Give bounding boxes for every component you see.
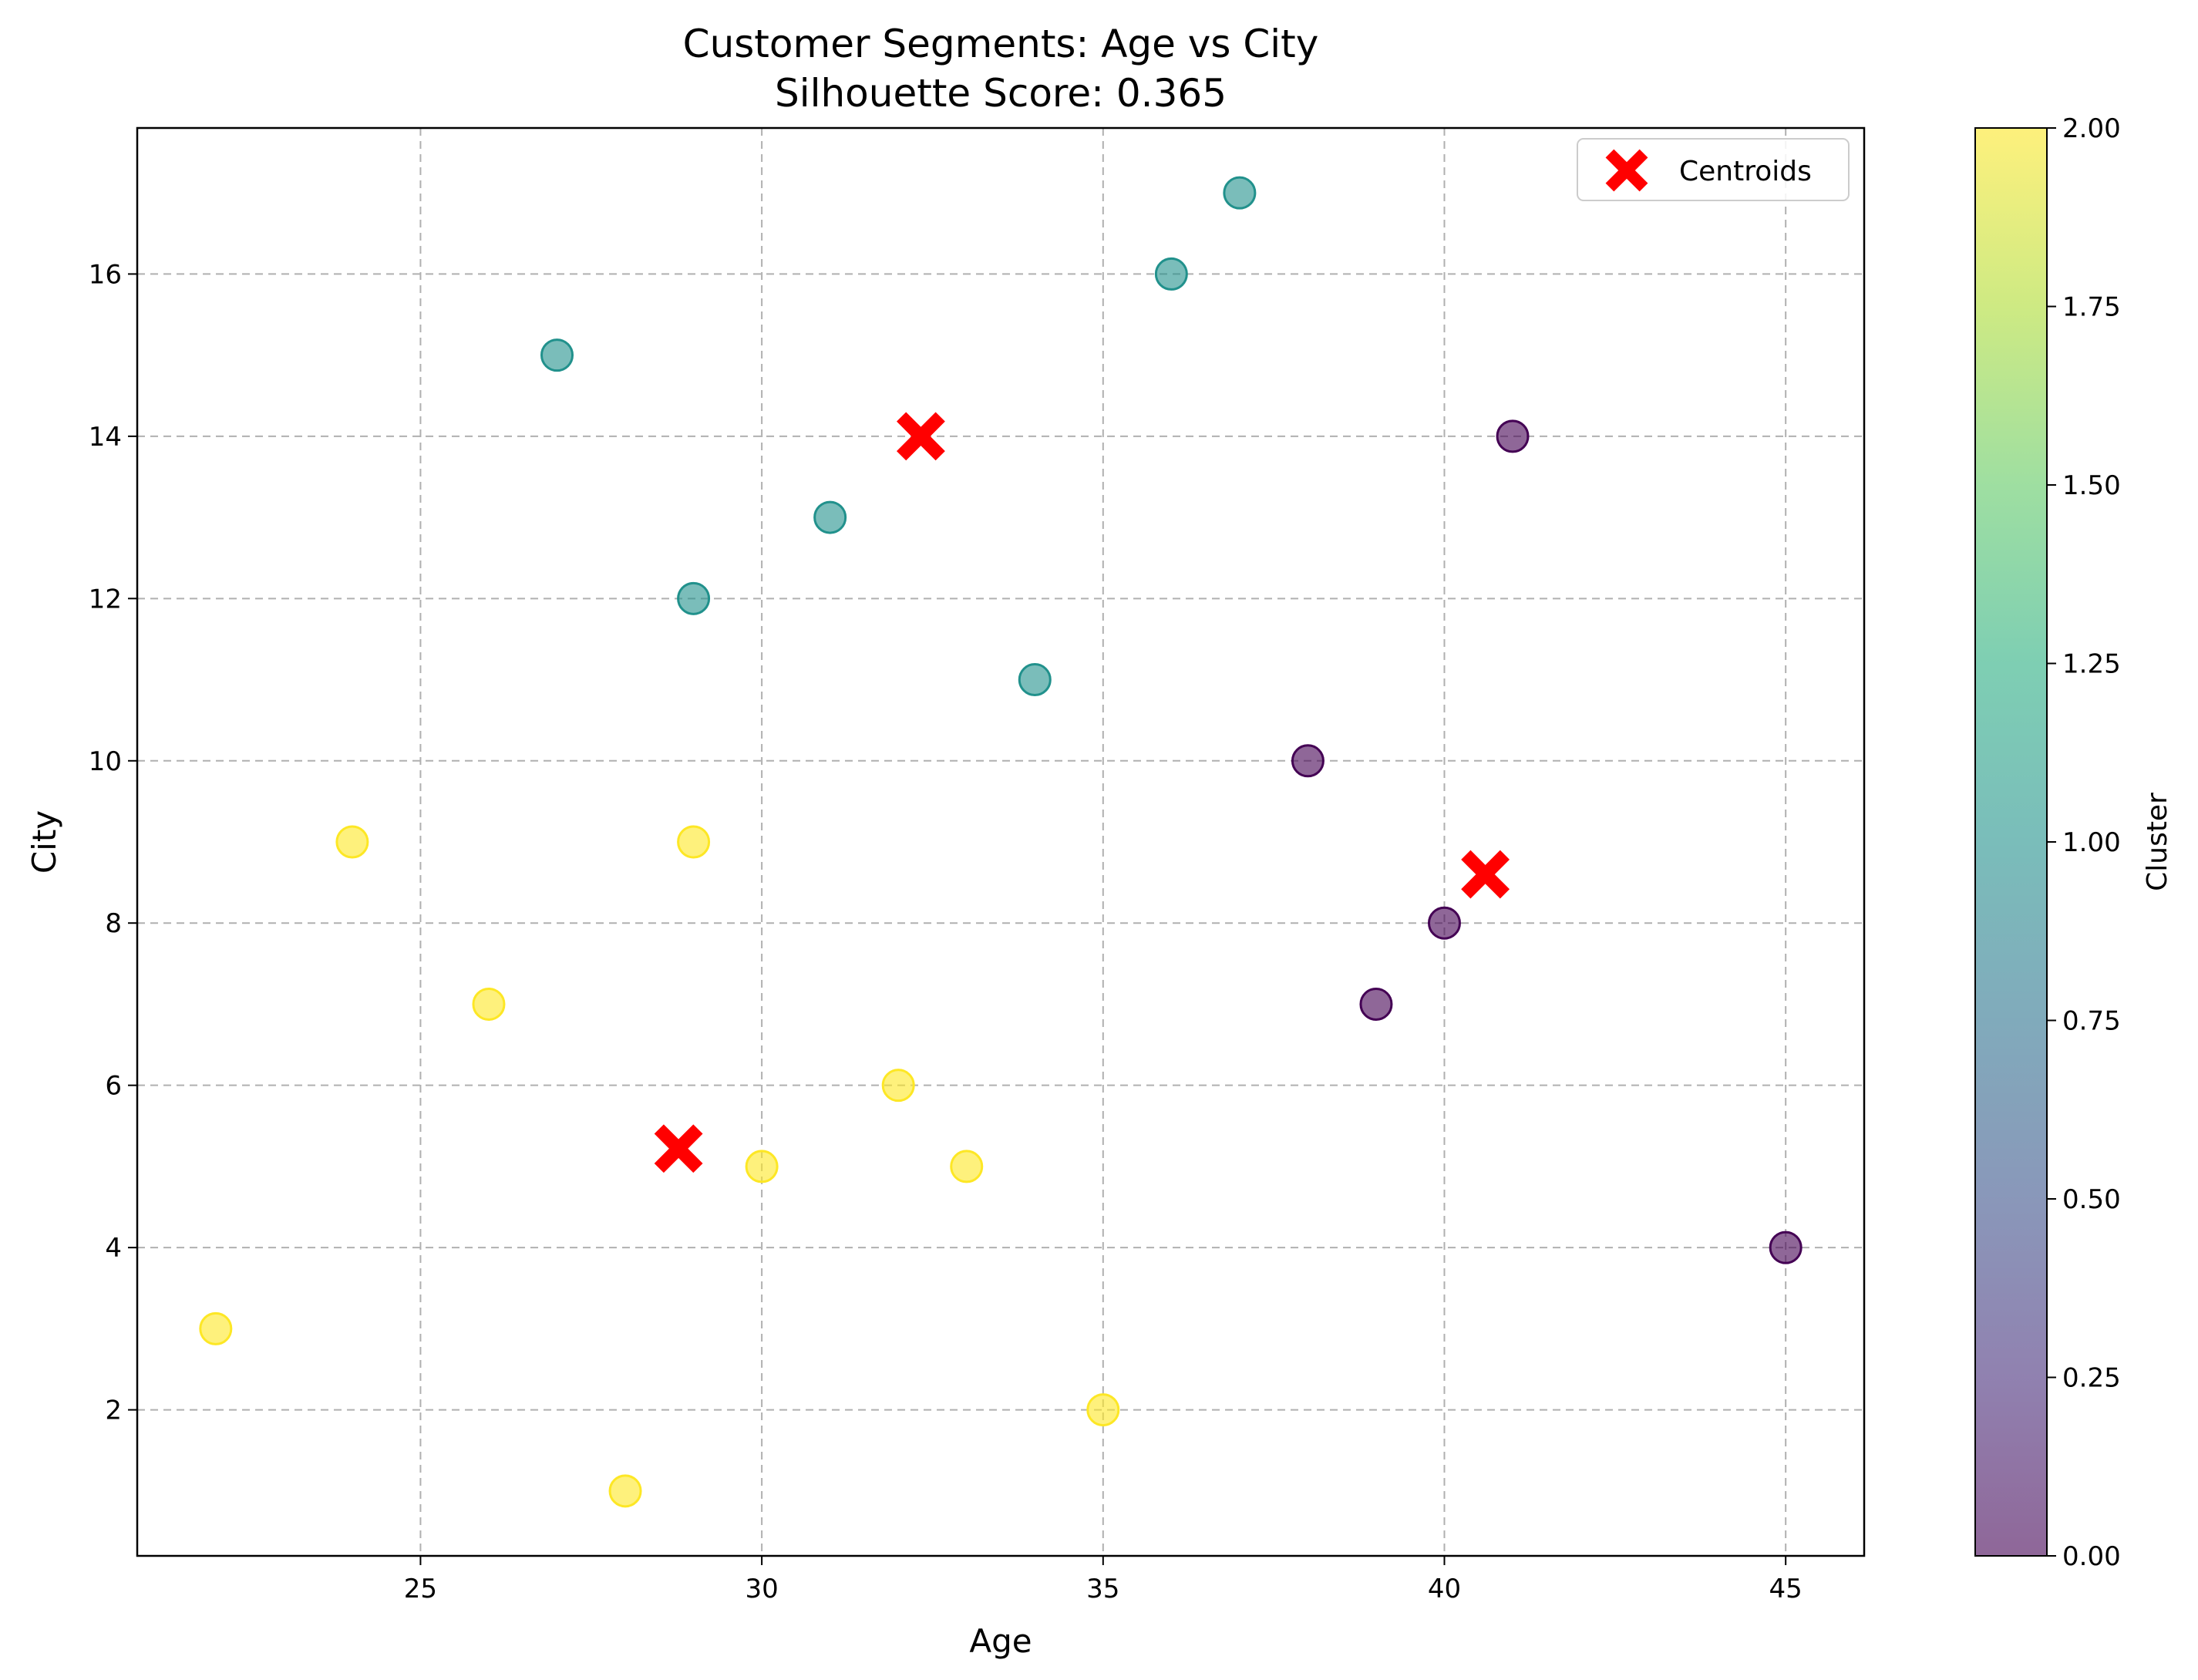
centroid-marker bbox=[1461, 850, 1510, 899]
y-tick-label: 6 bbox=[105, 1071, 122, 1102]
data-point-cluster-2 bbox=[950, 1150, 984, 1183]
data-point-cluster-2 bbox=[745, 1150, 779, 1183]
y-tick-label: 10 bbox=[89, 746, 122, 777]
data-point-cluster-0 bbox=[1291, 744, 1325, 778]
grid-lines bbox=[137, 128, 1864, 1556]
colorbar-ticks: 0.00 0.25 0.50 0.75 1.00 1.25 1.50 1.75 2.00 bbox=[2047, 113, 2121, 1572]
legend-centroid-marker bbox=[1605, 149, 1648, 192]
data-points bbox=[199, 176, 1802, 1508]
plot-background bbox=[137, 128, 1864, 1556]
centroid-markers bbox=[654, 412, 1510, 1173]
y-axis-ticks: 2 4 6 8 10 12 14 16 bbox=[89, 259, 137, 1426]
x-tick-label: 45 bbox=[1769, 1574, 1802, 1604]
data-point-cluster-2 bbox=[677, 825, 711, 859]
colorbar: 0.00 0.25 0.50 0.75 1.00 1.25 1.50 1.75 2.00 Clu… bbox=[1974, 113, 2173, 1572]
chart-subtitle: Silhouette Score: 0.365 bbox=[775, 71, 1227, 116]
colorbar-tick-label: 0.75 bbox=[2062, 1006, 2121, 1037]
data-point-cluster-2 bbox=[1086, 1393, 1120, 1427]
data-point-cluster-0 bbox=[1427, 906, 1461, 940]
data-point-cluster-0 bbox=[1359, 987, 1393, 1021]
x-tick-label: 35 bbox=[1086, 1574, 1119, 1604]
colorbar-label: Cluster bbox=[2142, 793, 2173, 891]
colorbar-tick-label: 1.25 bbox=[2062, 649, 2121, 680]
colorbar-tick-label: 0.00 bbox=[2062, 1541, 2121, 1572]
x-axis-ticks: 25 30 35 40 45 bbox=[404, 1556, 1802, 1604]
y-tick-label: 16 bbox=[89, 259, 122, 290]
legend-centroid-x bbox=[1605, 149, 1648, 192]
colorbar-tick-label: 0.50 bbox=[2062, 1184, 2121, 1215]
colorbar-tick-label: 1.50 bbox=[2062, 470, 2121, 501]
data-point-cluster-1 bbox=[1223, 176, 1257, 210]
legend-entry-centroids: Centroids bbox=[1679, 156, 1812, 187]
data-point-cluster-2 bbox=[199, 1311, 233, 1345]
y-tick-label: 4 bbox=[105, 1233, 122, 1264]
y-tick-label: 14 bbox=[89, 422, 122, 453]
centroid-marker bbox=[896, 412, 945, 461]
plot-frame bbox=[136, 126, 1866, 1557]
data-point-cluster-1 bbox=[813, 500, 847, 534]
colorbar-tick-label: 2.00 bbox=[2062, 113, 2121, 144]
colorbar-gradient bbox=[1975, 128, 2047, 1556]
x-tick-label: 25 bbox=[404, 1574, 437, 1604]
data-point-cluster-2 bbox=[608, 1474, 642, 1508]
data-point-cluster-0 bbox=[1769, 1231, 1802, 1264]
colorbar-tick-label: 0.25 bbox=[2062, 1363, 2121, 1394]
data-point-cluster-2 bbox=[881, 1069, 915, 1103]
centroid-marker bbox=[654, 1124, 703, 1173]
chart-title: Customer Segments: Age vs City bbox=[683, 22, 1319, 66]
data-point-cluster-0 bbox=[1496, 419, 1530, 453]
data-point-cluster-2 bbox=[335, 825, 369, 859]
y-axis-label: City bbox=[25, 810, 63, 874]
colorbar-tick-label: 1.75 bbox=[2062, 292, 2121, 323]
data-point-cluster-1 bbox=[1018, 663, 1052, 697]
legend: Centroids bbox=[1577, 138, 1850, 201]
x-axis-label: Age bbox=[969, 1622, 1032, 1660]
y-tick-label: 2 bbox=[105, 1396, 122, 1426]
x-tick-label: 40 bbox=[1428, 1574, 1461, 1604]
data-point-cluster-1 bbox=[540, 338, 574, 372]
data-point-cluster-1 bbox=[677, 581, 711, 615]
data-point-cluster-2 bbox=[472, 987, 506, 1021]
x-tick-label: 30 bbox=[745, 1574, 778, 1604]
y-tick-label: 12 bbox=[89, 584, 122, 614]
colorbar-tick-label: 1.00 bbox=[2062, 827, 2121, 858]
y-tick-label: 8 bbox=[105, 908, 122, 939]
data-point-cluster-1 bbox=[1154, 257, 1188, 291]
